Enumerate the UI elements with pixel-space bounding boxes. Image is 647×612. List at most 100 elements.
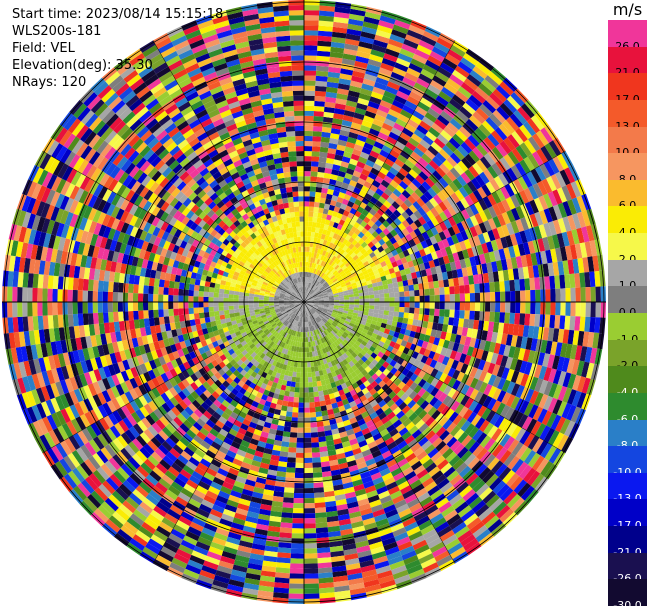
range-gate bbox=[290, 563, 304, 568]
range-gate bbox=[294, 498, 305, 503]
range-gate bbox=[168, 288, 174, 295]
range-gate bbox=[304, 463, 313, 468]
range-gate bbox=[286, 411, 293, 417]
range-gate bbox=[98, 302, 103, 313]
range-gate bbox=[284, 426, 291, 432]
range-gate bbox=[312, 377, 317, 383]
range-gate bbox=[153, 310, 159, 318]
range-gate bbox=[575, 302, 580, 317]
range-gate bbox=[307, 352, 310, 357]
range-gate bbox=[113, 292, 118, 302]
range-gate bbox=[277, 552, 291, 558]
range-gate bbox=[143, 310, 149, 319]
range-gate bbox=[318, 436, 326, 442]
range-gate bbox=[304, 483, 314, 488]
range-gate bbox=[294, 397, 300, 402]
range-gate bbox=[485, 302, 490, 312]
range-gate bbox=[489, 312, 495, 322]
range-gate bbox=[133, 311, 139, 320]
range-gate bbox=[153, 302, 158, 310]
range-gate bbox=[213, 297, 218, 302]
range-gate bbox=[504, 313, 510, 324]
range-gate bbox=[159, 279, 165, 287]
range-gate bbox=[519, 313, 525, 325]
range-gate bbox=[534, 314, 540, 327]
range-gate bbox=[300, 367, 304, 372]
range-gate bbox=[292, 523, 304, 528]
range-gate bbox=[505, 302, 510, 313]
range-gate bbox=[294, 392, 299, 397]
range-gate bbox=[173, 309, 179, 316]
range-gate bbox=[78, 302, 83, 314]
range-gate bbox=[364, 302, 369, 305]
range-gate bbox=[128, 302, 133, 311]
range-gate bbox=[123, 302, 128, 312]
range-gate bbox=[408, 313, 414, 319]
range-gate bbox=[304, 393, 309, 398]
range-gate bbox=[288, 397, 294, 403]
range-gate bbox=[68, 277, 74, 290]
range-gate bbox=[307, 362, 311, 367]
range-gate bbox=[304, 508, 315, 513]
range-gate bbox=[42, 288, 47, 302]
range-gate bbox=[384, 302, 389, 307]
range-gate bbox=[288, 401, 294, 407]
range-gate bbox=[550, 302, 555, 315]
range-gate bbox=[53, 315, 59, 328]
range-gate bbox=[301, 362, 304, 367]
range-gate bbox=[148, 286, 154, 294]
range-gate bbox=[295, 463, 304, 468]
range-gate bbox=[304, 362, 307, 367]
range-gate bbox=[310, 407, 316, 413]
range-gate bbox=[310, 412, 316, 418]
range-gate bbox=[316, 527, 328, 533]
range-gate bbox=[229, 298, 234, 302]
range-gate bbox=[290, 427, 297, 433]
range-gate bbox=[57, 302, 62, 315]
range-gate bbox=[143, 285, 149, 294]
range-gate bbox=[27, 302, 32, 317]
range-gate bbox=[430, 302, 435, 309]
range-gate bbox=[214, 307, 219, 312]
range-gate bbox=[316, 537, 329, 543]
range-gate bbox=[98, 291, 103, 302]
range-gate bbox=[300, 372, 304, 377]
range-gate bbox=[198, 297, 203, 303]
range-gate bbox=[312, 452, 320, 458]
range-gate bbox=[291, 377, 296, 383]
range-gate bbox=[289, 437, 297, 443]
range-gate bbox=[68, 314, 74, 327]
range-gate bbox=[128, 284, 134, 293]
range-gate bbox=[308, 377, 312, 382]
range-gate bbox=[424, 308, 430, 315]
range-gate bbox=[304, 413, 310, 418]
range-gate bbox=[73, 302, 78, 314]
range-gate bbox=[194, 313, 200, 319]
range-gate bbox=[434, 309, 440, 316]
range-gate bbox=[292, 407, 298, 413]
range-gate bbox=[304, 433, 311, 438]
range-gate bbox=[318, 431, 326, 437]
range-gate bbox=[449, 310, 455, 318]
range-gate bbox=[164, 316, 170, 324]
range-gate bbox=[314, 492, 325, 498]
range-gate bbox=[395, 302, 400, 307]
range-gate bbox=[570, 302, 575, 316]
range-gate bbox=[315, 406, 321, 412]
range-gate bbox=[304, 372, 308, 377]
range-gate bbox=[123, 283, 129, 293]
range-gate bbox=[286, 467, 295, 473]
range-gate bbox=[98, 280, 104, 291]
range-gate bbox=[168, 302, 173, 309]
range-gate bbox=[294, 488, 304, 493]
range-gate bbox=[178, 308, 184, 315]
range-gate bbox=[304, 488, 314, 493]
range-gate bbox=[591, 302, 596, 317]
range-gate bbox=[62, 302, 67, 315]
range-gate bbox=[297, 367, 301, 372]
range-gate bbox=[460, 302, 465, 310]
range-gate bbox=[297, 438, 304, 443]
range-gate bbox=[565, 302, 570, 316]
range-gate bbox=[12, 287, 17, 302]
